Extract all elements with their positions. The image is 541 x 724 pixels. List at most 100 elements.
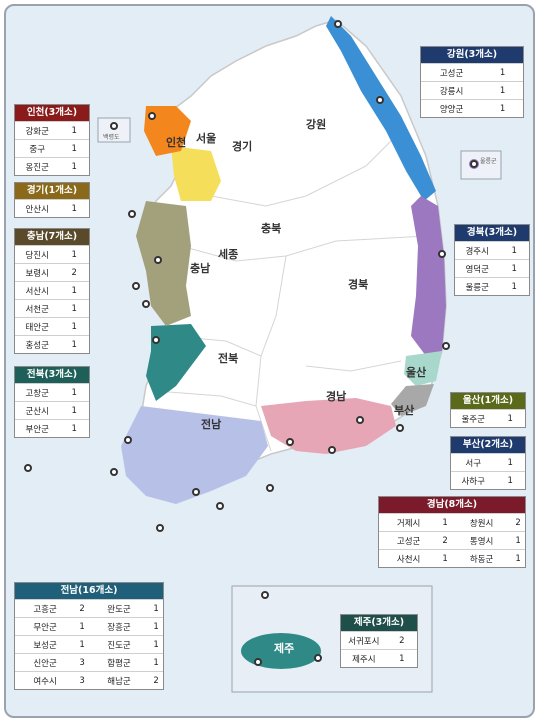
- cell: 1: [495, 471, 525, 489]
- label-ulleung: 울릉군: [480, 158, 497, 165]
- cell: 1: [482, 81, 523, 100]
- cell: 여수시: [15, 671, 76, 689]
- cell: 1: [149, 653, 163, 672]
- location-pin[interactable]: [438, 250, 446, 258]
- cell: 서산시: [15, 281, 60, 300]
- cell: 1: [499, 259, 529, 278]
- location-pin[interactable]: [24, 464, 32, 472]
- location-pin[interactable]: [156, 524, 164, 532]
- region-label-incheon: 인천: [166, 136, 187, 149]
- cell: 제주시: [341, 649, 387, 667]
- cell: 무안군: [15, 617, 76, 636]
- cell: 1: [59, 281, 89, 300]
- cell: 함평군: [88, 653, 150, 672]
- gyeonggi-coast: [171, 146, 221, 201]
- table-jeonbuk: 전북(3개소) 고창군 1 군산시 1 부안군 1: [14, 366, 90, 438]
- location-pin[interactable]: [254, 658, 262, 666]
- location-pin[interactable]: [216, 502, 224, 510]
- location-pin[interactable]: [192, 488, 200, 496]
- table-gyeonggi: 경기(1개소) 안산시 1: [14, 182, 90, 218]
- cell: 2: [386, 631, 417, 650]
- location-pin[interactable]: [396, 424, 404, 432]
- location-pin[interactable]: [328, 446, 336, 454]
- cell: 진도군: [88, 635, 150, 654]
- location-pin[interactable]: [148, 112, 156, 120]
- location-pin[interactable]: [110, 468, 118, 476]
- cell: 사천시: [379, 549, 439, 567]
- region-label-jeonbuk: 전북: [218, 352, 239, 365]
- table-title: 경북(3개소): [455, 225, 529, 241]
- region-label-busan: 부산: [394, 404, 415, 417]
- table-title: 부산(2개소): [451, 437, 525, 453]
- cell: 강릉시: [421, 81, 483, 100]
- region-label-chungnam: 충남: [190, 262, 211, 275]
- location-pin[interactable]: [128, 210, 136, 218]
- table-ulsan: 울산(1개소) 울주군 1: [450, 392, 526, 428]
- location-pin[interactable]: [261, 591, 269, 599]
- location-pin[interactable]: [124, 436, 132, 444]
- cell: 태안군: [15, 317, 60, 336]
- cell: 장흥군: [88, 617, 150, 636]
- location-pin[interactable]: [132, 282, 140, 290]
- table-title: 제주(3개소): [341, 615, 417, 631]
- cell: 1: [59, 199, 89, 217]
- location-pin[interactable]: [314, 654, 322, 662]
- cell: 고창군: [15, 383, 60, 402]
- cell: 1: [59, 139, 89, 158]
- location-pin[interactable]: [152, 336, 160, 344]
- cell: 1: [59, 299, 89, 318]
- cell: 1: [59, 419, 89, 437]
- cell: 1: [495, 409, 525, 427]
- cell: 3: [75, 653, 89, 672]
- cell: 2: [75, 599, 89, 618]
- cell: 보령시: [15, 263, 60, 282]
- table-jeonnam: 전남(16개소) 고흥군 2 완도군 1 무안군 1 장흥군 1 보성군 1 진도군 1 신안군 3…: [14, 582, 164, 690]
- cell: 보성군: [15, 635, 76, 654]
- location-pin[interactable]: [142, 300, 150, 308]
- cell: 거제시: [379, 513, 439, 532]
- cell: 1: [75, 635, 89, 654]
- cell: 서귀포시: [341, 631, 387, 650]
- cell: 2: [438, 531, 452, 550]
- location-pin[interactable]: [376, 96, 384, 104]
- cell: 고흥군: [15, 599, 76, 618]
- location-pin[interactable]: [154, 256, 162, 264]
- cell: 1: [499, 277, 529, 295]
- table-title: 경기(1개소): [15, 183, 89, 199]
- region-label-jeonnam: 전남: [201, 418, 222, 431]
- cell: 해남군: [88, 671, 150, 689]
- cell: 1: [59, 317, 89, 336]
- cell: 서천군: [15, 299, 60, 318]
- busan-area: [391, 384, 434, 416]
- map-frame: 강원 경기 서울 인천 충북 세종 충남 경북 전북 전남 경남 울산 부산 제…: [4, 4, 535, 718]
- location-pin[interactable]: [356, 416, 364, 424]
- location-pin[interactable]: [334, 20, 342, 28]
- table-title: 강원(3개소): [421, 47, 523, 63]
- cell: 창원시: [451, 513, 512, 532]
- region-label-gangwon: 강원: [306, 118, 327, 131]
- cell: 옹진군: [15, 157, 60, 175]
- location-pin[interactable]: [110, 122, 118, 130]
- cell: 서구: [451, 453, 496, 472]
- gyeongnam-coast: [261, 398, 396, 454]
- cell: 1: [438, 549, 452, 567]
- table-title: 전남(16개소): [15, 583, 163, 599]
- location-pin[interactable]: [286, 438, 294, 446]
- jeonnam-coast: [121, 406, 268, 504]
- cell: 완도군: [88, 599, 150, 618]
- location-pin[interactable]: [266, 484, 274, 492]
- cell: 홍성군: [15, 335, 60, 353]
- cell: 1: [59, 383, 89, 402]
- table-gangwon: 강원(3개소) 고성군 1 강릉시 1 양양군 1: [420, 46, 524, 118]
- table-title: 충남(7개소): [15, 229, 89, 245]
- location-pin[interactable]: [442, 342, 450, 350]
- location-pin[interactable]: [470, 160, 478, 168]
- cell: 1: [511, 549, 525, 567]
- cell: 강화군: [15, 121, 60, 140]
- table-gyeongbuk: 경북(3개소) 경주시 1 영덕군 1 울릉군 1: [454, 224, 530, 296]
- cell: 1: [482, 63, 523, 82]
- cell: 신안군: [15, 653, 76, 672]
- cell: 1: [438, 513, 452, 532]
- cell: 사하구: [451, 471, 496, 489]
- cell: 경주시: [455, 241, 500, 260]
